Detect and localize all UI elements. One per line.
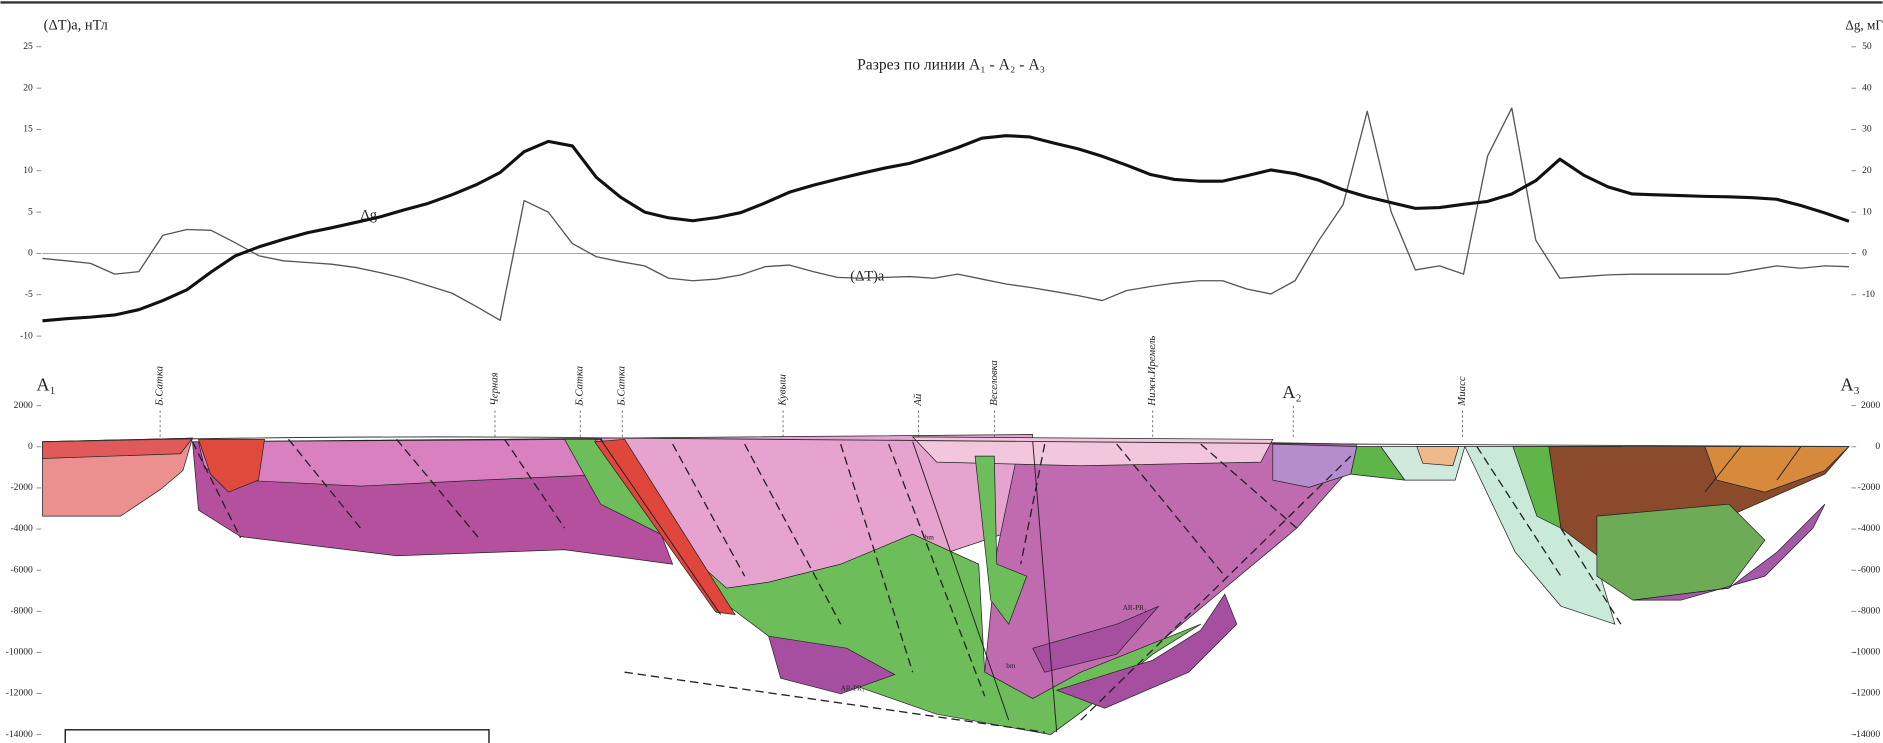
y2-tick-label: -10 <box>1862 289 1875 300</box>
y-tick-label: 0 <box>28 248 33 259</box>
y2-tick-label: -8000 <box>1858 605 1881 616</box>
y-tick-label: -10000 <box>6 647 33 658</box>
y-tick-label: -14000 <box>6 729 33 740</box>
y2-tick-label: -10000 <box>1853 647 1880 658</box>
y-tick-label: -10 <box>20 330 33 341</box>
y2-tick-label: -2000 <box>1858 482 1881 493</box>
y2-tick-label: 2000 <box>1861 400 1880 411</box>
y2-tick-label: 0 <box>1875 441 1880 452</box>
y-tick-label: -4000 <box>10 523 33 534</box>
y-tick-label: -6000 <box>10 564 33 575</box>
y-tick-label: 10 <box>23 165 33 176</box>
y-tick-label: -12000 <box>6 688 33 699</box>
y-tick-label: 5 <box>28 206 33 217</box>
rock-unit <box>1417 447 1459 466</box>
y-tick-label: 20 <box>23 82 33 93</box>
place-name: Ай <box>912 393 924 407</box>
figure: Разрез по линии А₁ - А₂ - А₃ (ΔT)a, нТл … <box>0 0 1883 743</box>
profile-point: А₂ <box>1282 382 1301 402</box>
y-tick-label: -5 <box>25 289 33 300</box>
y-tick-label: -2000 <box>10 482 33 493</box>
y-tick-label: -8000 <box>10 605 33 616</box>
place-name: Веселовка <box>988 360 1000 406</box>
y-axis-label: (ΔT)a, нТл <box>44 18 108 34</box>
y-tick-label: 15 <box>23 124 33 135</box>
y-tick-label: 25 <box>23 41 33 52</box>
y2-tick-label: 40 <box>1862 82 1872 93</box>
y2-tick-label: -14000 <box>1853 729 1880 740</box>
unit-label: bm <box>1006 662 1016 670</box>
y-tick-label: 0 <box>28 441 33 452</box>
unit-label: bm <box>925 533 935 541</box>
y2-tick-label: -6000 <box>1858 564 1881 575</box>
place-name: Нижн.Иремель <box>1146 336 1158 407</box>
place-name: Б.Сатка <box>574 366 586 407</box>
y2-tick-label: 20 <box>1862 165 1872 176</box>
unit-label: AR-PR₁ <box>1123 604 1147 612</box>
chart-title: Разрез по линии А₁ - А₂ - А₃ <box>857 57 1045 74</box>
place-name: Кувыш <box>777 374 789 407</box>
place-name: Миасс <box>1456 376 1468 407</box>
series-label: (ΔT)a <box>850 269 885 285</box>
place-name: Б.Сатка <box>616 366 628 407</box>
y2-tick-label: -4000 <box>1858 523 1881 534</box>
y2-tick-label: -12000 <box>1853 688 1880 699</box>
y-tick-label: 2000 <box>14 400 33 411</box>
place-name: Б.Сатка <box>154 366 166 407</box>
y2-tick-label: 30 <box>1862 124 1872 135</box>
profile-point: А₃ <box>1841 375 1860 395</box>
legend-box <box>65 730 489 743</box>
place-name: Черная <box>488 372 500 405</box>
unit-label: AR-PR₁ <box>841 685 865 693</box>
y2-tick-label: 0 <box>1862 248 1867 259</box>
profile-point: А₁ <box>36 375 55 395</box>
y2-axis-label: Δg, мГ <box>1845 17 1883 32</box>
y2-tick-label: 10 <box>1862 206 1872 217</box>
y2-tick-label: 50 <box>1862 41 1872 52</box>
